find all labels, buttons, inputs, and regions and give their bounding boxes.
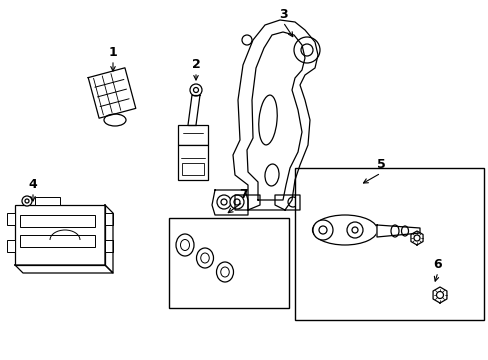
Circle shape xyxy=(242,35,251,45)
Bar xyxy=(178,125,207,145)
Bar xyxy=(105,240,113,252)
Text: 1: 1 xyxy=(108,45,117,58)
Bar xyxy=(169,218,288,308)
Bar xyxy=(178,145,207,180)
Circle shape xyxy=(217,195,230,209)
Ellipse shape xyxy=(201,253,209,263)
Ellipse shape xyxy=(401,226,407,236)
Polygon shape xyxy=(235,195,260,210)
Ellipse shape xyxy=(216,262,233,282)
Circle shape xyxy=(193,87,198,93)
Circle shape xyxy=(436,292,443,298)
Circle shape xyxy=(229,195,244,209)
Circle shape xyxy=(234,199,240,205)
Bar xyxy=(15,205,105,265)
Circle shape xyxy=(221,199,226,205)
Ellipse shape xyxy=(180,239,189,251)
Bar xyxy=(35,197,60,205)
Circle shape xyxy=(346,222,362,238)
Text: 3: 3 xyxy=(278,8,287,21)
Polygon shape xyxy=(105,205,113,273)
Bar xyxy=(105,213,113,225)
Ellipse shape xyxy=(258,95,277,145)
Circle shape xyxy=(312,220,332,240)
Text: 7: 7 xyxy=(238,188,247,201)
Ellipse shape xyxy=(220,267,229,277)
Circle shape xyxy=(190,84,202,96)
Polygon shape xyxy=(410,231,422,245)
Ellipse shape xyxy=(312,215,377,245)
Polygon shape xyxy=(246,32,305,200)
Circle shape xyxy=(25,199,29,203)
Ellipse shape xyxy=(104,114,126,126)
Bar xyxy=(7,240,15,252)
Text: 5: 5 xyxy=(376,158,385,171)
Ellipse shape xyxy=(176,234,194,256)
Circle shape xyxy=(287,197,297,207)
Bar xyxy=(294,168,483,320)
Text: 2: 2 xyxy=(191,58,200,71)
Circle shape xyxy=(301,44,312,56)
Circle shape xyxy=(413,235,419,241)
Text: 6: 6 xyxy=(433,257,442,270)
Ellipse shape xyxy=(196,248,213,268)
Ellipse shape xyxy=(390,225,398,237)
Polygon shape xyxy=(15,265,113,273)
Polygon shape xyxy=(274,195,299,210)
Bar xyxy=(20,215,95,227)
Circle shape xyxy=(318,226,326,234)
Polygon shape xyxy=(88,68,136,118)
Circle shape xyxy=(293,37,319,63)
Polygon shape xyxy=(232,20,317,210)
Ellipse shape xyxy=(264,164,279,186)
Polygon shape xyxy=(212,190,247,215)
Circle shape xyxy=(351,227,357,233)
Text: 4: 4 xyxy=(29,177,37,190)
Circle shape xyxy=(22,196,32,206)
Polygon shape xyxy=(432,287,446,303)
Bar xyxy=(20,235,95,247)
Circle shape xyxy=(237,197,246,207)
Bar xyxy=(7,213,15,225)
Polygon shape xyxy=(376,225,419,237)
Bar xyxy=(182,163,203,175)
